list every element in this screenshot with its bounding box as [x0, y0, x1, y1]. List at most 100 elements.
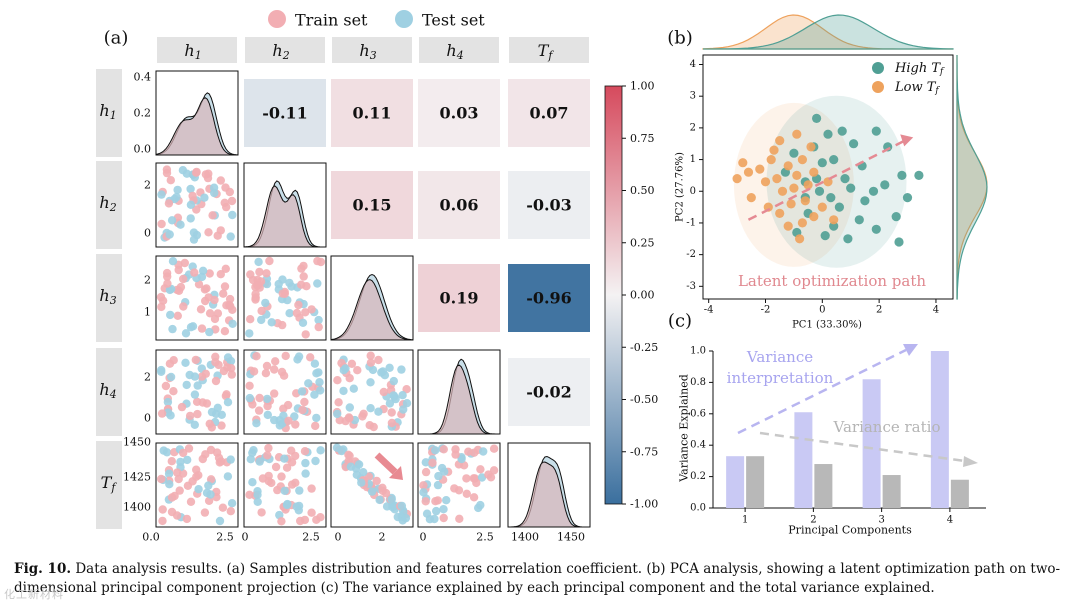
- scatter-point: [256, 277, 266, 286]
- scatter-point: [307, 508, 316, 517]
- row-axis-tick: 0.4: [134, 71, 152, 84]
- pca-y-tick-label: -2: [686, 249, 696, 260]
- row-header-label: h3: [99, 286, 116, 307]
- scatter-point: [442, 496, 451, 505]
- low-tf-point: [777, 186, 788, 196]
- variance-x-tick-label: 4: [947, 515, 953, 526]
- row-header-label: Tf: [101, 473, 118, 494]
- scatter-point: [333, 409, 342, 419]
- scatter-point: [253, 490, 262, 499]
- correlation-value: -0.11: [262, 104, 308, 123]
- scatter-point: [421, 497, 430, 506]
- scatter-point: [278, 275, 287, 284]
- scatter-point: [226, 232, 235, 241]
- scatter-point: [297, 387, 307, 396]
- scatter-cell-frame: [243, 255, 327, 341]
- scatter-point: [190, 268, 199, 277]
- high-tf-point: [843, 234, 853, 244]
- pca-y-tick-label: -1: [686, 217, 696, 228]
- scatter-point: [280, 486, 289, 495]
- low-tf-point: [732, 174, 742, 184]
- optimization-path-arrowhead: [900, 134, 914, 147]
- low-tf-point: [800, 196, 810, 206]
- colorbar-tick-label: 0.25: [630, 236, 655, 249]
- high-tf-point: [846, 183, 856, 193]
- scatter-point: [300, 447, 310, 456]
- scatter-point: [192, 168, 201, 177]
- scatter-point: [263, 410, 272, 420]
- variance-x-tick-label: 2: [810, 515, 816, 526]
- scatter-point: [345, 414, 354, 423]
- panel-b-label: (b): [667, 28, 693, 49]
- variance-y-tick-label: 0.2: [690, 471, 706, 482]
- scatter-point: [402, 399, 412, 408]
- scatter-point: [227, 196, 237, 206]
- scatter-point: [163, 397, 173, 407]
- scatter-cell-frame: [243, 349, 327, 435]
- row-axis-tick: 0.0: [134, 143, 152, 156]
- legend-high-marker: [872, 62, 884, 74]
- scatter-cell: [155, 442, 239, 528]
- kde-cell: [507, 442, 591, 528]
- scatter-point: [431, 497, 440, 506]
- scatter-cell-frame: [417, 442, 501, 528]
- scatter-point: [257, 315, 266, 325]
- scatter-point: [385, 363, 394, 372]
- column-header-box: [332, 37, 412, 63]
- scatter-point: [205, 327, 214, 337]
- high-tf-point: [871, 126, 881, 136]
- scatter-point: [192, 205, 201, 214]
- scatter-point: [287, 480, 297, 489]
- scatter-point: [263, 401, 272, 411]
- scatter-point: [179, 274, 188, 284]
- scatter-point: [246, 315, 255, 324]
- scatter-point: [157, 302, 166, 312]
- scatter-cell-frame: [155, 162, 239, 248]
- scatter-point: [450, 484, 459, 493]
- variance-interpretation-arrowhead: [903, 344, 918, 356]
- scatter-point: [307, 484, 316, 493]
- colorbar-tick-label: -0.75: [630, 445, 658, 458]
- scatter-point: [345, 451, 354, 460]
- scatter-point: [223, 353, 233, 362]
- scatter-point: [248, 478, 257, 487]
- high-tf-point: [849, 139, 859, 149]
- scatter-point: [385, 399, 395, 408]
- scatter-point: [310, 359, 320, 368]
- pca-x-tick-label: -4: [704, 305, 714, 316]
- scatter-point: [388, 503, 397, 512]
- scatter-point: [368, 365, 378, 375]
- scatter-point: [354, 460, 364, 469]
- row-header-box: [96, 441, 122, 529]
- scatter-point: [167, 457, 176, 466]
- scatter-point: [462, 474, 471, 483]
- colorbar-tick-label: 0.50: [630, 184, 655, 197]
- scatter-point: [204, 496, 214, 505]
- scatter-point: [263, 394, 272, 404]
- scatter-point: [432, 506, 441, 516]
- scatter-point: [295, 486, 304, 495]
- row-axis-tick: 0: [144, 227, 151, 240]
- scatter-point: [421, 458, 430, 467]
- scatter-point: [179, 302, 188, 311]
- scatter-point: [397, 365, 406, 374]
- scatter-point: [437, 463, 447, 473]
- scatter-point: [257, 306, 266, 316]
- low-tf-point: [809, 212, 819, 222]
- scatter-point: [165, 480, 174, 489]
- scatter-point: [301, 458, 310, 468]
- variance-y-tick-label: 0.0: [690, 503, 706, 514]
- column-header-box: [419, 37, 499, 63]
- scatter-point: [281, 351, 290, 361]
- low-tf-point: [775, 208, 785, 218]
- kde-train-curve: [508, 461, 590, 528]
- panel-c-label: (c): [668, 311, 692, 332]
- scatter-point: [314, 315, 323, 325]
- column-axis-tick: 2: [379, 531, 386, 544]
- variance-x-axis-label: Principal Components: [788, 524, 912, 537]
- high-tf-point: [894, 237, 904, 247]
- scatter-point: [292, 308, 302, 318]
- scatter-point: [298, 318, 308, 327]
- scatter-point: [245, 381, 254, 390]
- scatter-point: [457, 454, 466, 464]
